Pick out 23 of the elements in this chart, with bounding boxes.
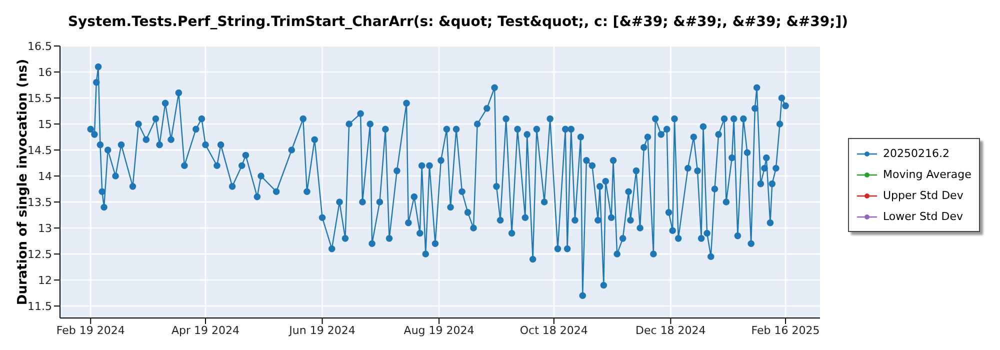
legend-label: Upper Std Dev	[883, 189, 964, 202]
x-tick-label: Aug 19 2024	[404, 324, 474, 337]
y-tick-label: 13.5	[28, 196, 52, 209]
y-tick-label: 16.5	[28, 40, 52, 53]
y-tick-label: 12	[38, 274, 52, 287]
x-tick-label: Jun 19 2024	[288, 324, 356, 337]
y-tick-label: 14.5	[28, 144, 52, 157]
y-tick-label: 12.5	[28, 248, 52, 261]
y-tick-label: 15	[38, 118, 52, 131]
y-tick-label: 15.5	[28, 92, 52, 105]
x-tick-label: Dec 18 2024	[636, 324, 706, 337]
x-tick-label: Oct 18 2024	[520, 324, 588, 337]
y-tick-label: 16	[38, 66, 52, 79]
legend-label: Lower Std Dev	[883, 210, 963, 223]
chart-title: System.Tests.Perf_String.TrimStart_CharArr(s: &quot; Test&quot;, c: [&#39; &#39;, &#39; &#39;])	[66, 14, 850, 30]
x-tick-label: Apr 19 2024	[171, 324, 240, 337]
y-tick-label: 13	[38, 222, 52, 235]
legend-label: 20250216.2	[883, 147, 950, 160]
legend-label: Moving Average	[883, 168, 972, 181]
x-tick-label: Feb 19 2024	[56, 324, 125, 337]
x-tick-label: Feb 16 2025	[751, 324, 820, 337]
y-tick-label: 14	[38, 170, 52, 183]
y-tick-label: 11.5	[28, 300, 52, 313]
